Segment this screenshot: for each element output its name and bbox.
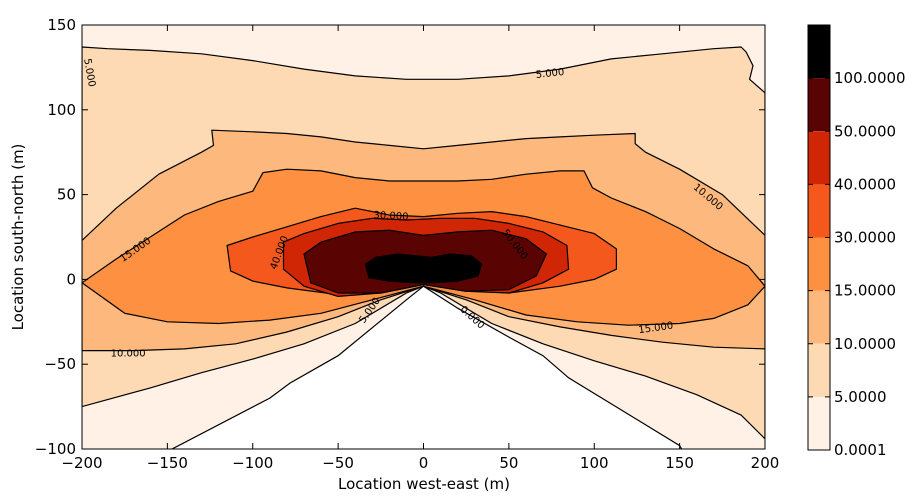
colorbar: 0.0001 5.0000 10.0000 15.0000 30.0000 40.0000…: [807, 24, 906, 459]
contour-label-text: 10.000: [111, 348, 146, 359]
colorbar-segment: [808, 184, 830, 238]
colorbar-label: 0.0001: [834, 441, 887, 459]
contour-label-text: 30.000: [373, 210, 409, 223]
contour-label-text: 5.000: [535, 67, 565, 81]
y-tick-label: 50: [57, 186, 76, 204]
x-tick-label: 100: [580, 454, 609, 472]
y-tick-label: 0: [66, 270, 76, 288]
plot-area: [82, 25, 765, 449]
x-tick-label: 150: [665, 454, 694, 472]
colorbar-label: 50.0000: [834, 122, 896, 140]
contour-label-text: 15.000: [638, 321, 674, 337]
colorbar-label: 5.0000: [834, 388, 887, 406]
contour-label: 30.000: [373, 210, 409, 223]
contour-level-100: [364, 253, 483, 284]
x-axis-ticks: −200 −150 −100 −50 0 50 100 150 200: [61, 25, 779, 472]
contour-label: 10.000: [111, 348, 146, 359]
x-tick-label: 0: [419, 454, 429, 472]
y-tick-label: −100: [35, 440, 76, 458]
no-data-wedge: [170, 285, 683, 449]
contour-label-text: 5.000: [81, 58, 97, 88]
colorbar-segment: [808, 25, 830, 79]
colorbar-segment: [808, 131, 830, 185]
colorbar-segment: [808, 396, 830, 450]
colorbar-label: 30.0000: [834, 229, 896, 247]
colorbar-segment: [808, 237, 830, 291]
colorbar-segment: [808, 290, 830, 344]
colorbar-segment: [808, 78, 830, 132]
contour-label: 15.000: [638, 321, 674, 337]
contour-label: 5.000: [81, 58, 97, 88]
x-axis-label: Location west-east (m): [338, 475, 510, 493]
colorbar-segment: [808, 343, 830, 397]
y-tick-label: 100: [47, 101, 76, 119]
contour-label: 5.000: [535, 67, 565, 81]
x-tick-label: −150: [147, 454, 188, 472]
y-tick-label: 150: [47, 16, 76, 34]
x-tick-label: −200: [61, 454, 102, 472]
colorbar-label: 40.0000: [834, 175, 896, 193]
x-tick-label: −100: [232, 454, 273, 472]
x-tick-label: −50: [322, 454, 354, 472]
y-tick-label: −50: [44, 355, 76, 373]
colorbar-label: 10.0000: [834, 335, 896, 353]
colorbar-label: 15.0000: [834, 282, 896, 300]
colorbar-label: 100.0000: [834, 69, 906, 87]
y-axis-label: Location south-north (m): [9, 144, 27, 331]
x-tick-label: 50: [499, 454, 518, 472]
y-axis-ticks: −100 −50 0 50 100 150: [35, 16, 765, 458]
x-tick-label: 200: [751, 454, 780, 472]
